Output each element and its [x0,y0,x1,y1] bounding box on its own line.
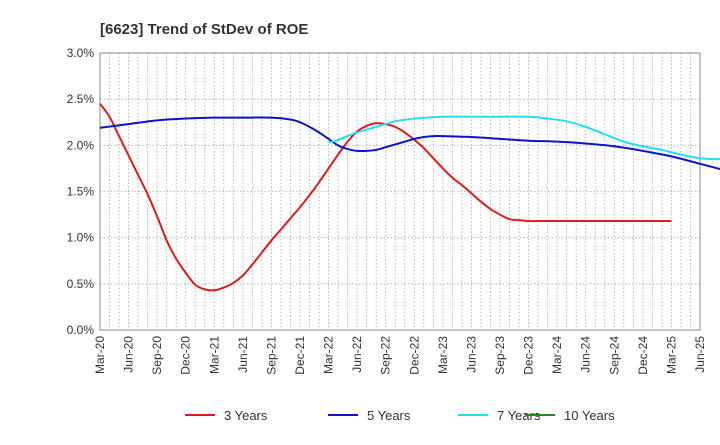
legend-label: 10 Years [564,408,615,423]
x-tick-label: Sep-22 [379,336,393,375]
grid-layer [100,53,700,330]
series-line-7-years [328,115,720,161]
chart-title: [6623] Trend of StDev of ROE [100,21,308,38]
legend-item-7-years: 7 Years [458,408,541,423]
x-axis: Mar-20 Jun-20 Sep-20 Dec-20 Mar-21 Jun-21 Sep-… [93,336,707,375]
y-axis: 0.0% 0.5% 1.0% 1.5% 2.0% 2.5% 3.0% [67,46,95,337]
y-tick-label: 1.5% [67,185,95,199]
x-tick-label: Sep-20 [150,336,164,375]
series-layer [99,103,720,292]
x-tick-label: Jun-25 [693,336,707,373]
x-tick-label: Dec-24 [636,336,650,375]
x-tick-label: Dec-23 [522,336,536,375]
x-tick-label: Sep-23 [493,336,507,375]
x-tick-label: Mar-25 [664,336,678,374]
x-tick-label: Sep-21 [264,336,278,375]
y-tick-label: 2.5% [67,92,95,106]
legend-label: 3 Years [224,408,268,423]
x-tick-label: Dec-21 [293,336,307,375]
x-tick-label: Dec-20 [179,336,193,375]
x-tick-label: Mar-20 [93,336,107,374]
legend-item-10-years: 10 Years [525,408,615,423]
legend-label: 7 Years [497,408,541,423]
x-tick-label: Jun-23 [464,336,478,373]
legend-label: 5 Years [367,408,411,423]
x-tick-label: Mar-23 [436,336,450,374]
x-tick-label: Sep-24 [607,336,621,375]
y-tick-label: 2.0% [67,138,95,152]
x-tick-label: Jun-24 [579,336,593,373]
legend-item-5-years: 5 Years [328,408,411,423]
y-tick-label: 0.0% [67,323,95,337]
y-tick-label: 3.0% [67,46,95,60]
legend: 3 Years 5 Years 7 Years 10 Years [185,408,615,423]
legend-item-3-years: 3 Years [185,408,268,423]
x-tick-label: Dec-22 [407,336,421,375]
x-tick-label: Jun-21 [236,336,250,373]
x-tick-label: Jun-20 [122,336,136,373]
series-line-5-years [99,116,720,171]
x-tick-label: Mar-24 [550,336,564,374]
plot-area-border [99,52,701,331]
x-tick-label: Mar-22 [322,336,336,374]
y-tick-label: 1.0% [67,231,95,245]
y-tick-label: 0.5% [67,277,95,291]
x-tick-label: Mar-21 [207,336,221,374]
x-tick-label: Jun-22 [350,336,364,373]
